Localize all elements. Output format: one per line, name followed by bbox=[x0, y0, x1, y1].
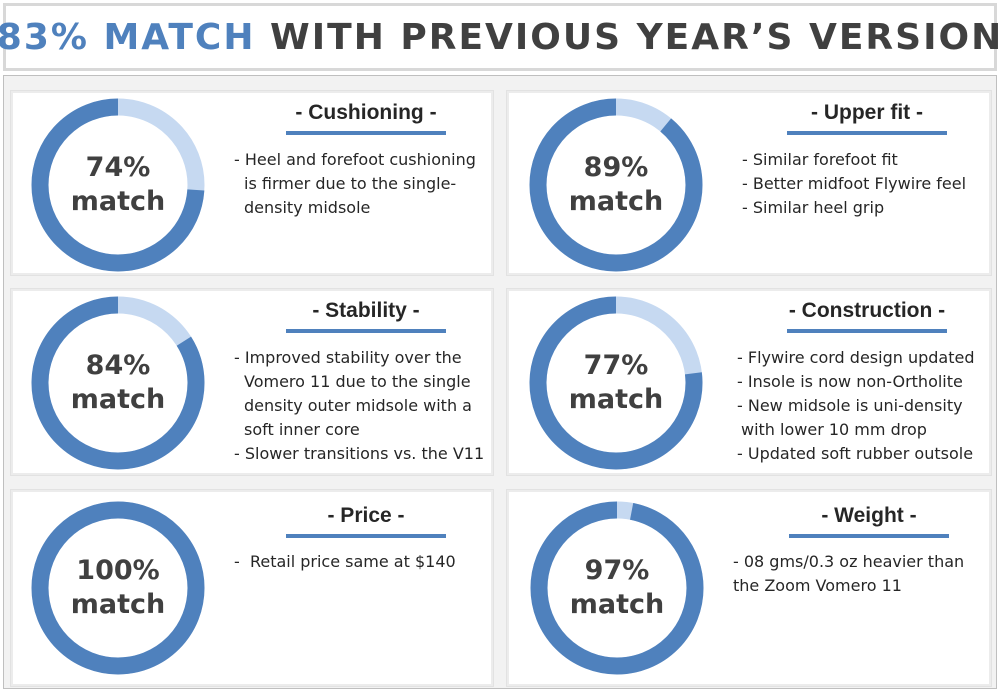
title-underline bbox=[286, 534, 446, 538]
match-percent: 100% bbox=[76, 555, 160, 586]
title-rest: WITH PREVIOUS YEAR’S VERSION bbox=[270, 16, 1000, 58]
bullet-list: - Similar forefoot fit - Better midfoot … bbox=[742, 148, 987, 220]
bullet-item: - 08 gms/0.3 oz heavier than bbox=[733, 552, 965, 571]
bullet-list: - Flywire cord design updated - Insole i… bbox=[737, 346, 989, 466]
bullet-item: Vomero 11 due to the single bbox=[244, 372, 471, 391]
ring-label: 97% match bbox=[527, 498, 707, 678]
donut-chart bbox=[529, 98, 703, 272]
ring-label: 100% match bbox=[28, 498, 208, 678]
bullet-item: - Similar forefoot fit bbox=[742, 150, 898, 169]
bullet-item: - New midsole is uni-density bbox=[737, 396, 963, 415]
match-percent: 84% bbox=[85, 350, 151, 381]
match-percent: 74% bbox=[85, 152, 151, 183]
page-title: 83% MATCH WITH PREVIOUS YEAR’S VERSION bbox=[0, 17, 1000, 58]
donut-match-arc bbox=[529, 98, 703, 272]
bullet-item: - Heel and forefoot cushioning bbox=[234, 150, 476, 169]
panel-stability: 84% match - Stability - - Improved stabi… bbox=[10, 288, 494, 476]
overall-match: 83% MATCH bbox=[0, 16, 256, 58]
match-word: match bbox=[569, 589, 665, 620]
bullet-item: - Retail price same at $140 bbox=[234, 552, 456, 571]
donut-chart bbox=[31, 501, 205, 675]
match-percent: 97% bbox=[584, 555, 650, 586]
panel-price: 100% match - Price - - Retail price same… bbox=[10, 489, 494, 687]
title-underline bbox=[787, 329, 947, 333]
donut-match-arc bbox=[31, 501, 205, 675]
bullet-item: - Similar heel grip bbox=[742, 198, 885, 217]
donut-match-arc bbox=[31, 296, 205, 470]
bullet-item: density outer midsole with a bbox=[244, 396, 472, 415]
bullet-item: the Zoom Vomero 11 bbox=[733, 576, 902, 595]
match-word: match bbox=[70, 186, 166, 217]
panels-container: 74% match - Cushioning - - Heel and fore… bbox=[3, 75, 997, 689]
panel-weight: 97% match - Weight - - 08 gms/0.3 oz hea… bbox=[506, 489, 992, 687]
ring-label: 89% match bbox=[526, 95, 706, 275]
title-underline bbox=[789, 534, 949, 538]
match-word: match bbox=[70, 384, 166, 415]
page-header: 83% MATCH WITH PREVIOUS YEAR’S VERSION bbox=[0, 3, 1000, 71]
match-ring: 74% match bbox=[28, 95, 208, 275]
title-underline bbox=[286, 131, 446, 135]
bullet-item: is firmer due to the single- bbox=[244, 174, 457, 193]
panel-upper-fit: 89% match - Upper fit - - Similar forefo… bbox=[506, 90, 992, 276]
ring-label: 77% match bbox=[526, 293, 706, 473]
section-title: - Weight - bbox=[821, 504, 917, 527]
match-ring: 100% match bbox=[28, 498, 208, 678]
section-title: - Construction - bbox=[788, 299, 946, 322]
match-ring: 97% match bbox=[527, 498, 707, 678]
match-word: match bbox=[70, 589, 166, 620]
match-word: match bbox=[568, 186, 664, 217]
ring-label: 74% match bbox=[28, 95, 208, 275]
bullet-item: density midsole bbox=[244, 198, 371, 217]
title-underline bbox=[286, 329, 446, 333]
bullet-list: - Improved stability over the Vomero 11 … bbox=[234, 346, 490, 466]
match-ring: 77% match bbox=[526, 293, 706, 473]
bullet-item: - Updated soft rubber outsole bbox=[737, 444, 974, 463]
match-ring: 84% match bbox=[28, 293, 208, 473]
bullet-list: - 08 gms/0.3 oz heavier than the Zoom Vo… bbox=[733, 550, 983, 598]
bullet-item: - Slower transitions vs. the V11 bbox=[234, 444, 485, 463]
donut-chart bbox=[31, 296, 205, 470]
donut-match-arc bbox=[31, 98, 205, 272]
bullet-item: - Insole is now non-Ortholite bbox=[737, 372, 963, 391]
bullet-item: soft inner core bbox=[244, 420, 360, 439]
donut-chart bbox=[529, 296, 703, 470]
bullet-list: - Retail price same at $140 bbox=[234, 550, 489, 574]
panel-cushioning: 74% match - Cushioning - - Heel and fore… bbox=[10, 90, 494, 276]
section-title: - Cushioning - bbox=[295, 101, 437, 124]
panel-construction: 77% match - Construction - - Flywire cor… bbox=[506, 288, 992, 476]
donut-match-arc bbox=[529, 296, 703, 470]
match-word: match bbox=[568, 384, 664, 415]
section-title: - Stability - bbox=[312, 299, 420, 322]
ring-label: 84% match bbox=[28, 293, 208, 473]
donut-match-arc bbox=[530, 501, 704, 675]
donut-chart bbox=[31, 98, 205, 272]
section-title: - Upper fit - bbox=[811, 101, 923, 124]
bullet-item: - Improved stability over the bbox=[234, 348, 462, 367]
section-title: - Price - bbox=[327, 504, 405, 527]
donut-chart bbox=[530, 501, 704, 675]
bullet-item: - Flywire cord design updated bbox=[737, 348, 975, 367]
bullet-item: with lower 10 mm drop bbox=[741, 420, 927, 439]
match-ring: 89% match bbox=[526, 95, 706, 275]
bullet-list: - Heel and forefoot cushioning is firmer… bbox=[234, 148, 489, 220]
bullet-item: - Better midfoot Flywire feel bbox=[742, 174, 967, 193]
match-percent: 77% bbox=[583, 350, 649, 381]
match-percent: 89% bbox=[583, 152, 649, 183]
title-underline bbox=[787, 131, 947, 135]
